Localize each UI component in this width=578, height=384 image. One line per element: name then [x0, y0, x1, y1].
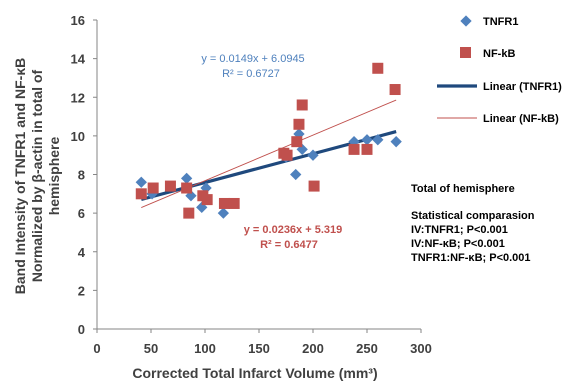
x-tick-label: 200: [302, 341, 324, 356]
point-nfkb: [308, 180, 320, 192]
point-nfkb: [164, 180, 176, 192]
y-tick-label: 16: [71, 13, 85, 28]
point-tnfr1: [361, 134, 373, 146]
legend-item-nfkb: NF-kB: [460, 47, 515, 60]
y-tick-label: 4: [78, 245, 86, 260]
legend-label-linear-nfkb: Linear (NF-kB): [483, 113, 559, 125]
point-nfkb: [293, 118, 305, 130]
x-tick-label: 250: [356, 341, 378, 356]
y-tick-label: 2: [78, 283, 85, 298]
x-axis-ticks: 0 50 100 150 200 250 300: [93, 329, 432, 356]
legend-diamond-icon: [460, 15, 472, 27]
nfkb-equation: y = 0.0236x + 5.319: [244, 224, 342, 236]
x-axis-title: Corrected Total Infarct Volume (mm³): [132, 365, 377, 381]
point-nfkb: [201, 194, 213, 206]
legend-square-icon: [460, 47, 471, 58]
y-tick-label: 14: [71, 52, 86, 67]
point-tnfr1: [217, 207, 230, 219]
point-nfkb: [135, 188, 147, 200]
y-tick-label: 8: [78, 168, 85, 183]
point-tnfr1: [290, 168, 302, 181]
tnfr1-regression-label: y = 0.0149x + 6.0945 R² = 0.6727: [201, 53, 304, 80]
y-axis-title-line-1: Band Intensity of TNFR1 and NF-κB: [12, 58, 28, 294]
point-nfkb: [372, 62, 384, 74]
point-nfkb: [361, 143, 373, 155]
x-tick-label: 0: [93, 341, 100, 356]
legend-item-linear-tnfr1: Linear (TNFR1): [437, 81, 562, 93]
y-axis-title-line-2: Normalized by β-actin in total of: [29, 69, 45, 282]
point-nfkb: [281, 149, 293, 161]
tnfr1-r-squared: R² = 0.6727: [222, 68, 280, 80]
legend-label-nfkb: NF-kB: [483, 48, 515, 60]
stats-title: Total of hemisphere: [411, 183, 515, 195]
y-axis-title: Band Intensity of TNFR1 and NF-κB Normal…: [12, 58, 62, 294]
tnfr1-equation: y = 0.0149x + 6.0945: [201, 53, 304, 65]
legend: TNFR1 NF-kB Linear (TNFR1) Linear (NF-kB…: [437, 15, 562, 125]
nfkb-regression-label: y = 0.0236x + 5.319 R² = 0.6477: [244, 224, 342, 251]
legend-label-linear-tnfr1: Linear (TNFR1): [483, 81, 562, 93]
y-axis-title-line-3: hemisphere: [46, 136, 62, 215]
legend-label-tnfr1: TNFR1: [483, 16, 518, 28]
point-nfkb: [147, 182, 159, 194]
point-tnfr1: [390, 136, 402, 148]
point-nfkb: [348, 143, 360, 155]
x-tick-label: 150: [248, 341, 270, 356]
stats-line-2: IV:NF-κB; P<0.001: [411, 238, 505, 250]
y-tick-label: 0: [78, 322, 85, 337]
stats-subtitle: Statistical comparasion: [411, 210, 535, 222]
point-nfkb: [218, 197, 230, 209]
point-nfkb: [389, 84, 401, 96]
y-tick-label: 6: [78, 206, 85, 221]
point-nfkb: [183, 207, 195, 219]
stats-line-3: TNFR1:NF-κB; P<0.001: [411, 252, 531, 264]
point-nfkb: [181, 182, 193, 194]
stats-line-1: IV:TNFR1; P<0.001: [411, 224, 508, 236]
x-tick-label: 100: [194, 341, 216, 356]
x-tick-label: 50: [144, 341, 158, 356]
x-tick-label: 300: [410, 341, 432, 356]
point-nfkb: [296, 99, 308, 111]
legend-item-linear-nfkb: Linear (NF-kB): [437, 113, 559, 125]
y-tick-label: 10: [71, 129, 85, 144]
y-tick-label: 12: [71, 90, 85, 105]
point-nfkb: [228, 197, 240, 209]
point-nfkb: [291, 136, 303, 148]
point-tnfr1: [135, 176, 147, 188]
statistics-note: Total of hemisphere Statistical comparas…: [411, 183, 535, 264]
y-axis-ticks: 0 2 4 6 8 10 12 14 16: [71, 13, 97, 337]
point-tnfr1: [180, 172, 193, 185]
nfkb-r-squared: R² = 0.6477: [260, 239, 318, 251]
legend-item-tnfr1: TNFR1: [460, 15, 518, 28]
